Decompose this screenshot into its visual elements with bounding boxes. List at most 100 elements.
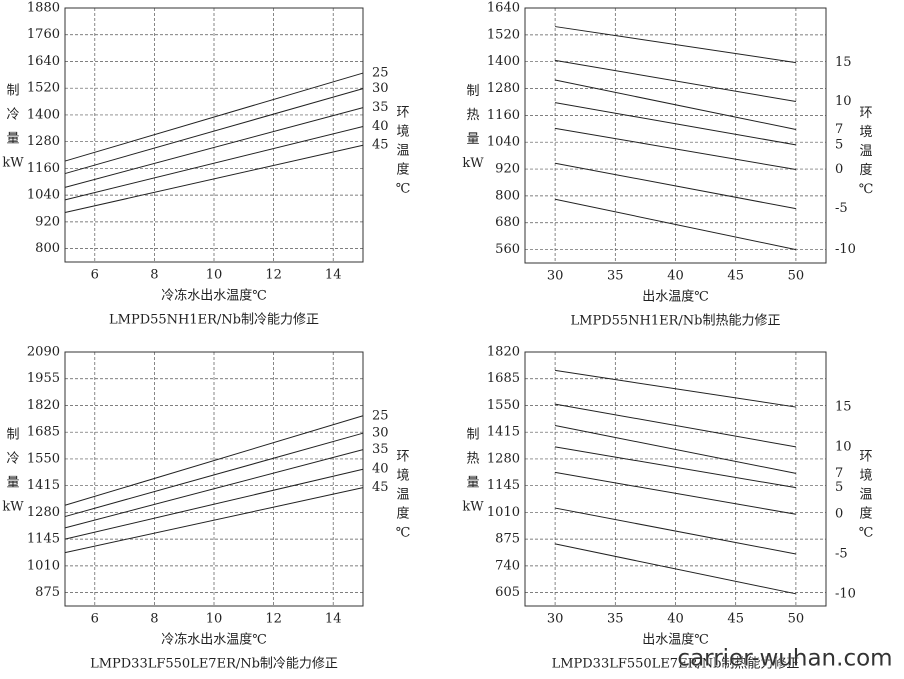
line-label: 35 [372,442,389,457]
y2-axis-label: ℃ [859,526,874,541]
y-axis-label: 制 [466,84,479,99]
y2-axis-label: 境 [396,125,409,140]
y2-axis-label: 环 [396,450,409,465]
line-label: 10 [835,439,852,454]
x-tick-label: 35 [607,612,624,627]
data-line [64,88,364,175]
y-tick-label: 1640 [27,54,60,69]
y-tick-label: 740 [495,558,520,573]
y-axis-label: 制 [6,428,19,443]
x-tick-label: 50 [788,269,805,284]
line-label: 7 [835,122,843,137]
y2-axis-label: 温 [859,144,872,159]
line-label: 0 [835,162,843,177]
y-tick-label: 875 [495,532,520,547]
data-line [64,415,364,506]
y-tick-label: 1040 [27,188,60,203]
y2-axis-label: 境 [859,469,872,484]
y2-axis-label: 环 [396,106,409,121]
line-label: 45 [372,480,389,495]
line-label: 5 [835,137,843,152]
y2-axis-label: 度 [396,506,409,522]
data-line [555,102,796,146]
data-line [554,79,797,130]
chart-panel: 875 1010 1145 1280 1415 1550 1685 1820 1955 2090 6… [2,345,410,672]
x-tick-label: 14 [325,268,342,283]
y-axis-label: 量 [6,132,19,147]
line-label: 15 [835,400,852,415]
chart-title: LMPD55NH1ER/Nb制冷能力修正 [109,313,319,328]
y-axis-label: 量 [466,476,479,491]
x-tick-label: 12 [265,612,282,627]
x-tick-label: 8 [150,612,158,627]
y2-axis-label: 度 [859,162,872,178]
line-label: 10 [835,94,852,109]
data-line [555,507,796,555]
plot-frame [64,351,364,607]
y-tick-label: 1040 [487,135,520,150]
x-tick-label: 40 [667,269,684,284]
y2-axis-label: 境 [859,125,872,140]
x-axis-label: 冷冻水出水温度℃ [161,632,267,648]
data-line [64,126,364,201]
data-line [64,487,364,554]
y-tick-label: 1820 [27,398,60,413]
y-tick-label: 1010 [487,505,520,520]
line-label: 35 [372,100,389,115]
y-tick-label: 1145 [487,478,520,493]
data-line [64,107,364,188]
y-tick-label: 1010 [27,558,60,573]
data-line [554,198,797,251]
y-tick-label: 1145 [27,532,60,547]
y-tick-label: 1415 [487,425,520,440]
x-tick-label: 10 [206,612,223,627]
y2-axis-label: 温 [396,488,409,503]
y2-axis-label: 度 [859,506,872,522]
y2-axis-label: 度 [396,162,409,178]
data-line [555,369,796,408]
data-line [555,424,796,474]
line-label: 30 [372,426,389,441]
data-line [64,144,364,214]
y-tick-label: 1880 [27,1,60,16]
plot-frame [64,7,364,263]
chart-title: LMPD33LF550LE7ER/Nb制冷能力修正 [90,657,338,672]
line-label: 5 [835,480,843,495]
y-tick-label: 920 [495,162,520,177]
y-axis-label: kW [2,500,24,515]
y2-axis-label: 环 [859,106,872,121]
x-tick-label: 30 [547,612,564,627]
line-label: 45 [372,138,389,153]
data-line [555,127,796,170]
data-line [555,471,796,515]
y-tick-label: 1160 [27,161,60,176]
y-tick-label: 1280 [27,505,60,520]
y-tick-label: 680 [495,215,520,230]
x-tick-label: 35 [607,269,624,284]
line-label: 15 [835,55,852,70]
y-tick-label: 1400 [487,54,520,69]
x-tick-label: 45 [727,612,744,627]
data-line [555,446,796,489]
y2-axis-label: ℃ [859,182,874,197]
y-tick-label: 1160 [487,108,520,123]
line-label: -5 [835,201,848,216]
y-tick-label: 1685 [27,425,60,440]
line-label: -5 [835,547,848,562]
x-tick-label: 30 [547,269,564,284]
y-axis-label: 制 [6,84,19,99]
x-tick-label: 10 [206,268,223,283]
y-axis-label: kW [2,156,24,171]
line-label: 7 [835,466,843,481]
y-tick-label: 1520 [487,27,520,42]
y-tick-label: 605 [495,585,520,600]
line-label: 25 [372,408,389,423]
y-tick-label: 1280 [487,81,520,96]
y-tick-label: 1760 [27,27,60,42]
y-tick-label: 1280 [27,134,60,149]
y-tick-label: 1685 [487,371,520,386]
x-axis-label: 出水温度℃ [642,289,709,305]
